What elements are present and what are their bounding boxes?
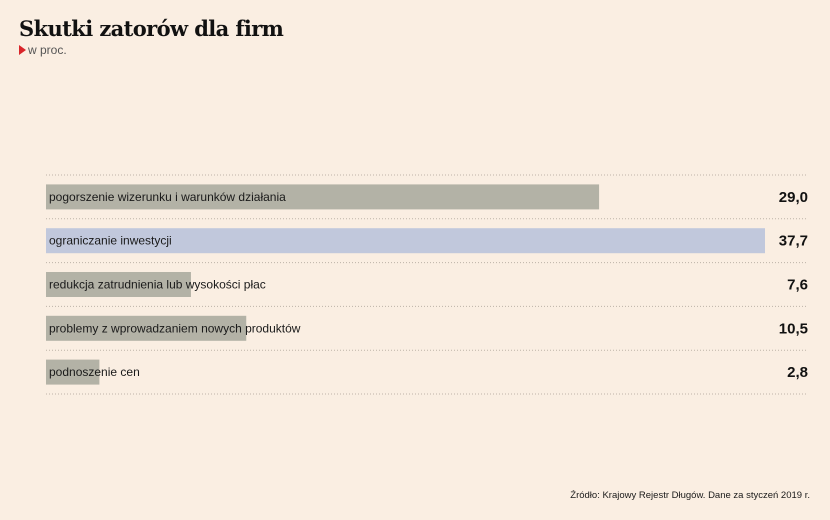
category-label: pogorszenie wizerunku i warunków działan… [49, 190, 286, 204]
bar-chart: pogorszenie wizerunku i warunków działan… [46, 174, 808, 395]
category-label: podnoszenie cen [49, 365, 140, 379]
bar [46, 228, 765, 254]
category-label: problemy z wprowadzaniem nowych produktó… [49, 321, 301, 335]
unit-label: w proc. [28, 43, 67, 57]
data-label: 10,5 [779, 320, 808, 337]
bar [46, 359, 100, 385]
data-label: 2,8 [787, 364, 808, 381]
chart-title: Skutki zatorów dla firm [19, 16, 284, 41]
category-label: ograniczanie inwestycji [49, 234, 172, 248]
source-note: Źródło: Krajowy Rejestr Długów. Dane za … [570, 490, 810, 501]
data-label: 7,6 [787, 277, 808, 294]
chart-subtitle: w proc. [19, 43, 67, 57]
category-label: redukcja zatrudnienia lub wysokości płac [49, 278, 266, 292]
bar [46, 315, 247, 341]
red-triangle-marker-icon [19, 45, 26, 55]
bar [46, 184, 600, 210]
data-label: 37,7 [779, 233, 808, 250]
data-label: 29,0 [779, 189, 808, 206]
bar [46, 272, 191, 297]
